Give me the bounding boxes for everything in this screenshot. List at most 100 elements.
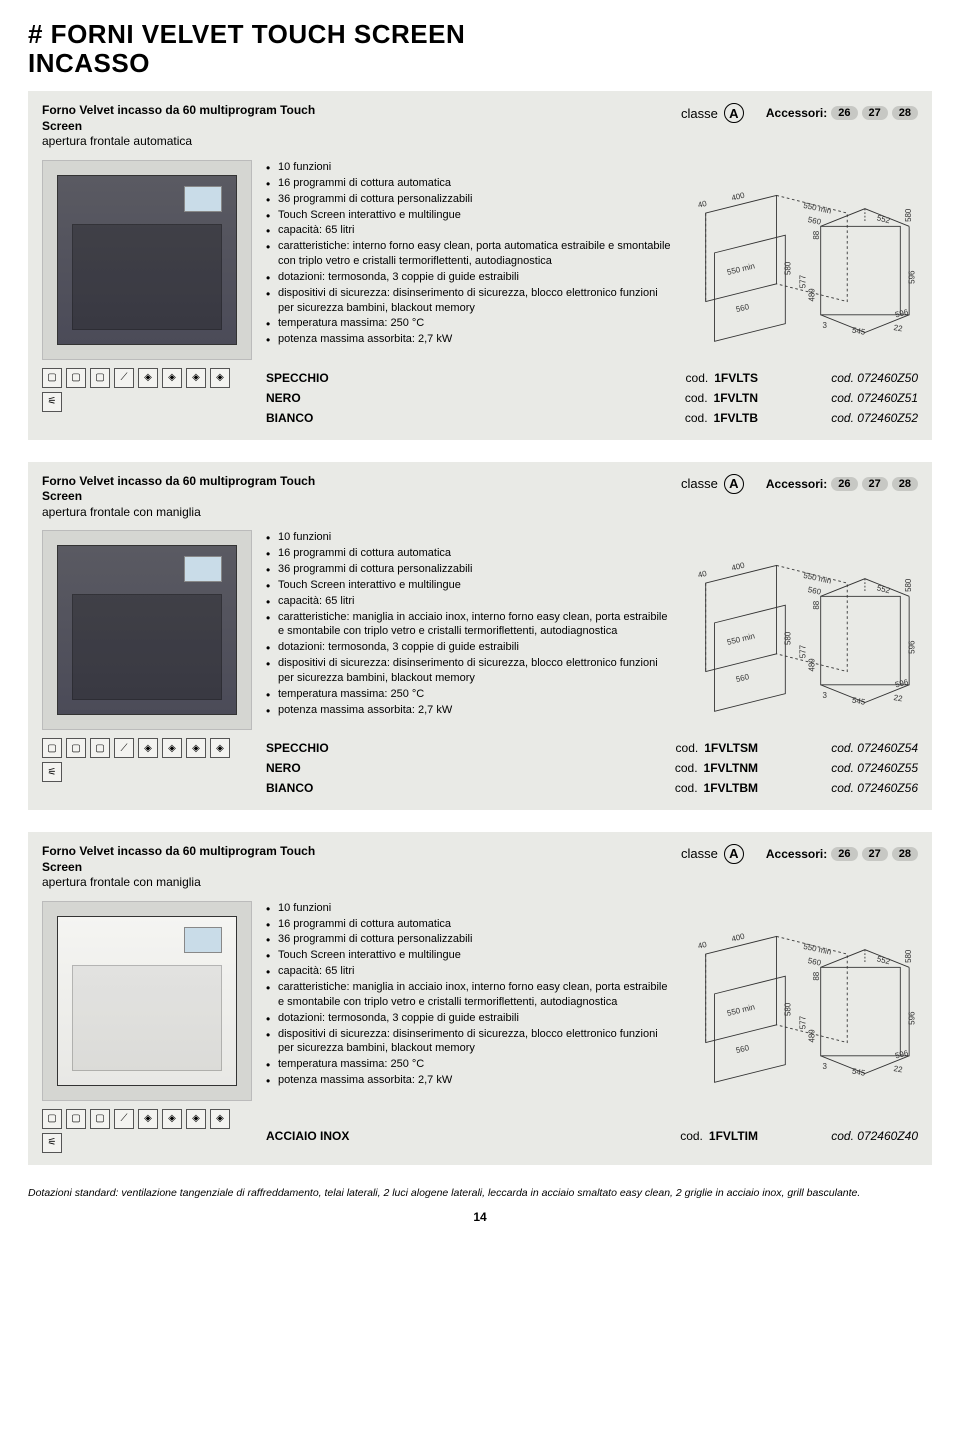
spec-bullet: temperatura massima: 250 °C — [266, 687, 676, 702]
svg-text:545: 545 — [851, 1066, 866, 1077]
spec-bullets: 10 funzioni16 programmi di cottura autom… — [266, 530, 676, 728]
dimension-drawing: 40 400 550 min 580 560 580 88 552 550 mi… — [688, 530, 918, 728]
variant-name: ACCIAIO INOX — [266, 1129, 386, 1143]
svg-text:577: 577 — [799, 645, 808, 659]
variant-name: BIANCO — [266, 781, 386, 795]
cod-label: cod. — [675, 781, 698, 795]
code-row: BIANCO cod. 1FVLTB cod. 072460Z52 — [266, 408, 918, 428]
function-icon: ◈ — [186, 738, 206, 758]
product-code-2: 072460Z50 — [857, 371, 918, 385]
function-icon: ▢ — [42, 368, 62, 388]
function-icon: ▢ — [42, 738, 62, 758]
spec-bullet: caratteristiche: maniglia in acciaio ino… — [266, 980, 676, 1010]
svg-text:550 min: 550 min — [726, 261, 756, 277]
code-row: BIANCO cod. 1FVLTBM cod. 072460Z56 — [266, 778, 918, 798]
svg-text:552: 552 — [876, 213, 892, 225]
product-code-1: 1FVLTS — [714, 371, 758, 385]
spec-bullet: potenza massima assorbita: 2,7 kW — [266, 332, 676, 347]
svg-text:596: 596 — [894, 307, 910, 319]
accessory-pill: 26 — [831, 106, 857, 120]
product-code-2: 072460Z55 — [857, 761, 918, 775]
cod-label: cod. — [685, 411, 708, 425]
svg-text:596: 596 — [907, 270, 916, 284]
accessory-pill: 28 — [892, 106, 918, 120]
cod-italic-label: cod. — [831, 741, 854, 755]
spec-bullet: 36 programmi di cottura personalizzabili — [266, 192, 676, 207]
spec-bullet: Touch Screen interattivo e multilingue — [266, 948, 676, 963]
spec-bullet: capacità: 65 litri — [266, 964, 676, 979]
energy-class: classe A — [681, 474, 744, 494]
cod-label: cod. — [680, 1129, 703, 1143]
code-table: SPECCHIO cod. 1FVLTSM cod. 072460Z54 NER… — [266, 738, 918, 798]
accessory-pill: 27 — [862, 106, 888, 120]
function-icon: ◈ — [210, 368, 230, 388]
svg-text:560: 560 — [735, 302, 751, 314]
svg-text:3: 3 — [822, 1062, 827, 1071]
spec-bullet: potenza massima assorbita: 2,7 kW — [266, 703, 676, 718]
svg-text:550 min: 550 min — [803, 942, 833, 957]
spec-bullet: temperatura massima: 250 °C — [266, 1057, 676, 1072]
svg-text:550 min: 550 min — [803, 201, 833, 216]
svg-text:489: 489 — [807, 1028, 816, 1042]
svg-text:400: 400 — [731, 191, 747, 203]
function-icons-row: ▢▢▢⟋◈◈◈◈⚟ — [42, 368, 252, 412]
product-title: Forno Velvet incasso da 60 multiprogram … — [42, 103, 352, 150]
svg-text:580: 580 — [904, 578, 913, 592]
svg-text:88: 88 — [812, 971, 821, 980]
spec-bullet: dispositivi di sicurezza: disinserimento… — [266, 286, 676, 316]
function-icons-row: ▢▢▢⟋◈◈◈◈⚟ — [42, 1109, 252, 1153]
svg-text:88: 88 — [812, 601, 821, 610]
page-title: # FORNI VELVET TOUCH SCREEN INCASSO — [28, 20, 932, 77]
function-icon: ◈ — [186, 368, 206, 388]
product-photo — [42, 901, 252, 1101]
svg-text:40: 40 — [697, 939, 708, 950]
function-icons-row: ▢▢▢⟋◈◈◈◈⚟ — [42, 738, 252, 782]
svg-text:560: 560 — [807, 585, 822, 597]
code-table: ACCIAIO INOX cod. 1FVLTIM cod. 072460Z40 — [266, 1126, 918, 1146]
spec-bullet: temperatura massima: 250 °C — [266, 316, 676, 331]
svg-text:560: 560 — [735, 1043, 751, 1055]
cod-italic-label: cod. — [831, 371, 854, 385]
accessory-pill: 28 — [892, 477, 918, 491]
svg-text:3: 3 — [822, 691, 827, 700]
product-code-1: 1FVLTNM — [704, 761, 758, 775]
function-icon: ▢ — [66, 368, 86, 388]
cod-italic-label: cod. — [831, 411, 854, 425]
spec-bullets: 10 funzioni16 programmi di cottura autom… — [266, 901, 676, 1099]
class-badge: A — [724, 474, 744, 494]
spec-bullet: 10 funzioni — [266, 530, 676, 545]
product-code-1: 1FVLTBM — [704, 781, 758, 795]
svg-text:22: 22 — [893, 1064, 904, 1074]
dimension-drawing: 40 400 550 min 580 560 580 88 552 550 mi… — [688, 901, 918, 1099]
svg-text:22: 22 — [893, 693, 904, 703]
function-icon: ▢ — [90, 1109, 110, 1129]
dimension-drawing: 40 400 550 min 580 560 580 88 552 550 mi… — [688, 160, 918, 358]
spec-bullet: caratteristiche: interno forno easy clea… — [266, 239, 676, 269]
spec-bullet: 10 funzioni — [266, 160, 676, 175]
spec-bullet: 10 funzioni — [266, 901, 676, 916]
function-icon: ▢ — [90, 738, 110, 758]
spec-bullet: dispositivi di sicurezza: disinserimento… — [266, 656, 676, 686]
function-icon: ⟋ — [114, 1109, 134, 1129]
spec-bullet: 16 programmi di cottura automatica — [266, 176, 676, 191]
function-icon: ◈ — [138, 1109, 158, 1129]
product-code-2: 072460Z56 — [857, 781, 918, 795]
product-code-2: 072460Z52 — [857, 411, 918, 425]
svg-text:596: 596 — [907, 640, 916, 654]
function-icon: ⚟ — [42, 762, 62, 782]
product-card: Forno Velvet incasso da 60 multiprogram … — [28, 462, 932, 810]
function-icon: ◈ — [210, 1109, 230, 1129]
product-photo — [42, 160, 252, 360]
code-row: NERO cod. 1FVLTN cod. 072460Z51 — [266, 388, 918, 408]
spec-bullet: Touch Screen interattivo e multilingue — [266, 578, 676, 593]
spec-bullet: dotazioni: termosonda, 3 coppie di guide… — [266, 640, 676, 655]
product-code-2: 072460Z51 — [857, 391, 918, 405]
svg-text:40: 40 — [697, 199, 708, 210]
spec-bullet: dotazioni: termosonda, 3 coppie di guide… — [266, 1011, 676, 1026]
variant-name: NERO — [266, 391, 386, 405]
product-code-1: 1FVLTB — [714, 411, 758, 425]
energy-class: classe A — [681, 103, 744, 123]
variant-name: BIANCO — [266, 411, 386, 425]
svg-text:596: 596 — [894, 678, 910, 690]
function-icon: ◈ — [162, 368, 182, 388]
